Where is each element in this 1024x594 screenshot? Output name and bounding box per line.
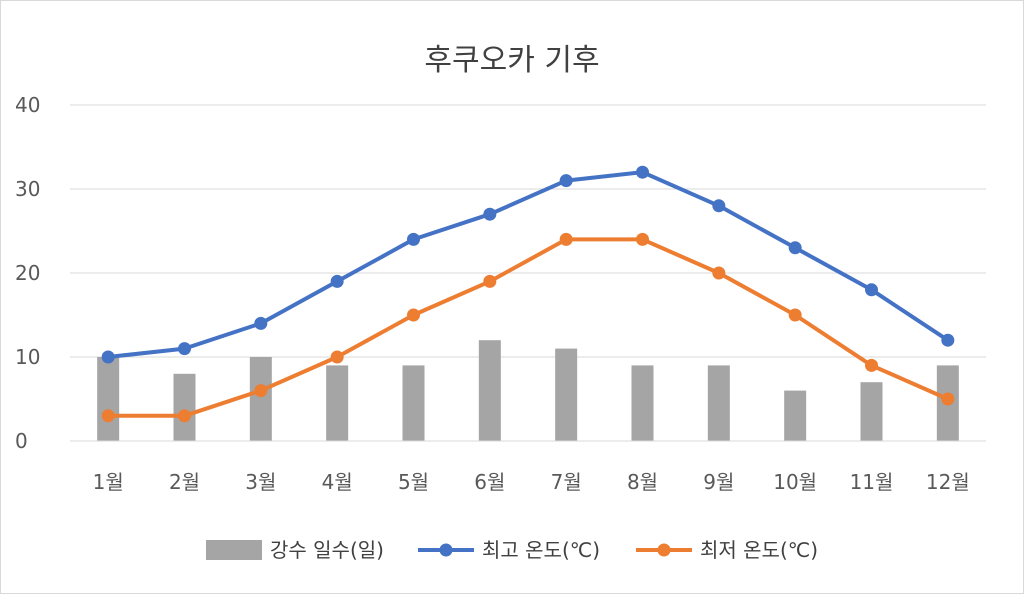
- legend: 강수 일수(일) 최고 온도(℃) 최저 온도(℃): [206, 538, 818, 562]
- data-point: [712, 266, 726, 280]
- legend-label: 강수 일수(일): [270, 538, 384, 562]
- legend-label: 최고 온도(℃): [482, 538, 600, 562]
- data-point: [865, 283, 878, 297]
- line-series: [101, 165, 955, 423]
- x-tick-label: 11월: [850, 470, 894, 494]
- x-tick-label: 7월: [551, 470, 582, 494]
- data-point: [101, 409, 115, 423]
- data-point: [788, 241, 802, 255]
- data-point: [483, 207, 497, 221]
- bar: [326, 365, 349, 441]
- bar: [631, 365, 654, 441]
- data-point: [712, 199, 726, 213]
- data-point: [865, 358, 878, 372]
- data-point: [788, 308, 802, 322]
- bar: [707, 365, 730, 441]
- data-point: [254, 384, 268, 398]
- x-tick-label: 12월: [926, 470, 970, 494]
- bar: [784, 390, 807, 441]
- data-point: [559, 232, 573, 246]
- data-point: [178, 409, 191, 423]
- x-tick-label: 10월: [773, 470, 817, 494]
- gridlines: [70, 104, 986, 442]
- data-point: [254, 316, 268, 330]
- data-point: [330, 350, 344, 364]
- bar: [555, 348, 578, 441]
- legend-swatch: [206, 540, 262, 560]
- bar: [478, 340, 501, 441]
- y-tick-label: 20: [15, 261, 40, 285]
- y-tick-label: 10: [15, 345, 40, 369]
- bar: [249, 357, 272, 441]
- bar-series: [97, 340, 959, 441]
- x-tick-label: 3월: [245, 470, 276, 494]
- data-point: [941, 392, 955, 406]
- x-axis: 1월 2월 3월 4월 5월 6월 7월 8월 9월 10월 11월 12월: [70, 440, 986, 494]
- data-point: [407, 308, 420, 322]
- data-point: [559, 174, 573, 188]
- x-tick-label: 4월: [322, 470, 353, 494]
- data-point: [178, 342, 191, 356]
- y-tick-label: 40: [15, 93, 40, 117]
- data-point: [407, 232, 420, 246]
- y-tick-label: 30: [15, 177, 40, 201]
- series-line: [106, 170, 950, 359]
- x-tick-label: 9월: [703, 470, 734, 494]
- series-line: [106, 237, 950, 418]
- chart-title: 후쿠오카 기후: [424, 43, 599, 78]
- data-point: [941, 333, 955, 347]
- legend-label: 최저 온도(℃): [700, 538, 818, 562]
- x-tick-label: 1월: [93, 470, 124, 494]
- x-tick-label: 2월: [169, 470, 200, 494]
- y-axis: 0 10 20 30 40: [15, 93, 40, 453]
- data-point: [330, 274, 344, 288]
- x-tick-label: 5월: [398, 470, 429, 494]
- data-point: [101, 350, 115, 364]
- y-tick-label: 0: [15, 429, 28, 453]
- data-point: [636, 232, 649, 246]
- x-tick-label: 6월: [474, 470, 505, 494]
- bar: [173, 373, 196, 441]
- data-point: [483, 274, 497, 288]
- legend-marker: [657, 543, 671, 557]
- x-tick-label: 8월: [627, 470, 658, 494]
- data-point: [636, 165, 649, 179]
- bar: [97, 357, 120, 441]
- bar: [860, 382, 883, 441]
- legend-marker: [439, 543, 453, 557]
- bar: [402, 365, 425, 441]
